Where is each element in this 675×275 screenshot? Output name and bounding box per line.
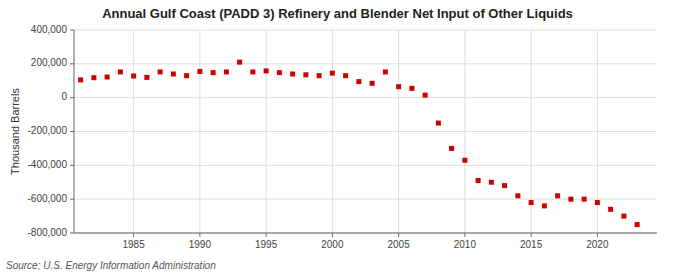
- data-point: [290, 71, 295, 76]
- data-point: [343, 73, 348, 78]
- data-point: [542, 203, 547, 208]
- x-tick-label: 1995: [255, 239, 278, 250]
- x-tick-label: 1985: [123, 239, 146, 250]
- y-tick: [70, 199, 74, 200]
- x-grid-line: [398, 30, 399, 233]
- y-tick-label: -600,000: [28, 193, 68, 204]
- x-tick-label: 2015: [520, 239, 543, 250]
- data-point: [303, 72, 308, 77]
- data-point: [462, 158, 467, 163]
- data-point: [171, 71, 176, 76]
- y-tick: [70, 63, 74, 64]
- y-tick: [70, 97, 74, 98]
- data-point: [277, 70, 282, 75]
- x-tick: [531, 233, 532, 237]
- data-point: [91, 75, 96, 80]
- y-tick-label: 400,000: [31, 24, 68, 35]
- data-point: [635, 222, 640, 227]
- x-tick: [464, 233, 465, 237]
- data-point: [396, 84, 401, 89]
- page: {"chart_data": { "type": "scatter", "tit…: [0, 0, 675, 275]
- data-point: [211, 70, 216, 75]
- data-point: [502, 183, 507, 188]
- data-point: [555, 193, 560, 198]
- data-point: [409, 86, 414, 91]
- axes: -800,000 -600,000 -400,000 -200,000 0 200,000…: [28, 24, 657, 250]
- data-point: [476, 178, 481, 183]
- data-point: [568, 197, 573, 202]
- x-tick-label: 1990: [189, 239, 212, 250]
- x-tick: [133, 233, 134, 237]
- y-tick-label: 200,000: [31, 57, 68, 68]
- data-point: [423, 93, 428, 98]
- y-grid-line: [74, 233, 657, 234]
- data-point: [383, 69, 388, 74]
- x-grid-line: [266, 30, 267, 233]
- y-axis-line: [74, 30, 75, 233]
- data-point: [144, 75, 149, 80]
- chart-container: -800,000 -600,000 -400,000 -200,000 0 200,000…: [0, 0, 675, 275]
- data-point: [184, 73, 189, 78]
- data-point: [515, 193, 520, 198]
- x-grid-line: [133, 30, 134, 233]
- data-point: [237, 60, 242, 65]
- data-point: [224, 69, 229, 74]
- x-tick: [398, 233, 399, 237]
- y-tick: [70, 30, 74, 31]
- data-point: [317, 73, 322, 78]
- data-point: [436, 121, 441, 126]
- data-point: [529, 200, 534, 205]
- data-point: [118, 69, 123, 74]
- x-tick: [332, 233, 333, 237]
- data-point: [370, 81, 375, 86]
- y-grid-line: [74, 131, 657, 132]
- y-axis-label: Thousand Barrels: [9, 88, 21, 175]
- data-point: [158, 69, 163, 74]
- title: Annual Gulf Coast (PADD 3) Refinery and …: [102, 6, 573, 21]
- data-point: [330, 71, 335, 76]
- chart-svg: -800,000 -600,000 -400,000 -200,000 0 200,000…: [0, 0, 675, 275]
- x-tick-label: 2005: [388, 239, 411, 250]
- data-point: [197, 69, 202, 74]
- y-tick-label: 0: [61, 91, 67, 102]
- x-grid-line: [464, 30, 465, 233]
- x-tick: [266, 233, 267, 237]
- data-point: [78, 77, 83, 82]
- x-tick-label: 2010: [454, 239, 477, 250]
- data-point: [595, 200, 600, 205]
- y-tick: [70, 233, 74, 234]
- x-tick: [597, 233, 598, 237]
- y-grid-line: [74, 165, 657, 166]
- data-point: [449, 146, 454, 151]
- y-tick-label: -400,000: [28, 159, 68, 170]
- data-point: [356, 79, 361, 84]
- data-point: [489, 180, 494, 185]
- data-point: [264, 68, 269, 73]
- x-axis-line: [74, 233, 657, 234]
- data-point: [105, 75, 110, 80]
- y-tick-label: -800,000: [28, 227, 68, 238]
- points: [78, 60, 640, 227]
- x-tick: [199, 233, 200, 237]
- source-note: Source: U.S. Energy Information Administ…: [6, 260, 216, 271]
- data-point: [131, 74, 136, 79]
- x-tick-label: 2000: [321, 239, 344, 250]
- y-tick: [70, 131, 74, 132]
- y-grid-line: [74, 30, 657, 31]
- x-grid-line: [332, 30, 333, 233]
- grid: [74, 30, 657, 233]
- data-point: [582, 197, 587, 202]
- y-grid-line: [74, 63, 657, 64]
- data-point: [250, 69, 255, 74]
- x-tick-label: 2020: [586, 239, 609, 250]
- y-tick: [70, 165, 74, 166]
- data-point: [621, 214, 626, 219]
- y-grid-line: [74, 97, 657, 98]
- data-point: [608, 207, 613, 212]
- x-grid-line: [199, 30, 200, 233]
- y-tick-label: -200,000: [28, 125, 68, 136]
